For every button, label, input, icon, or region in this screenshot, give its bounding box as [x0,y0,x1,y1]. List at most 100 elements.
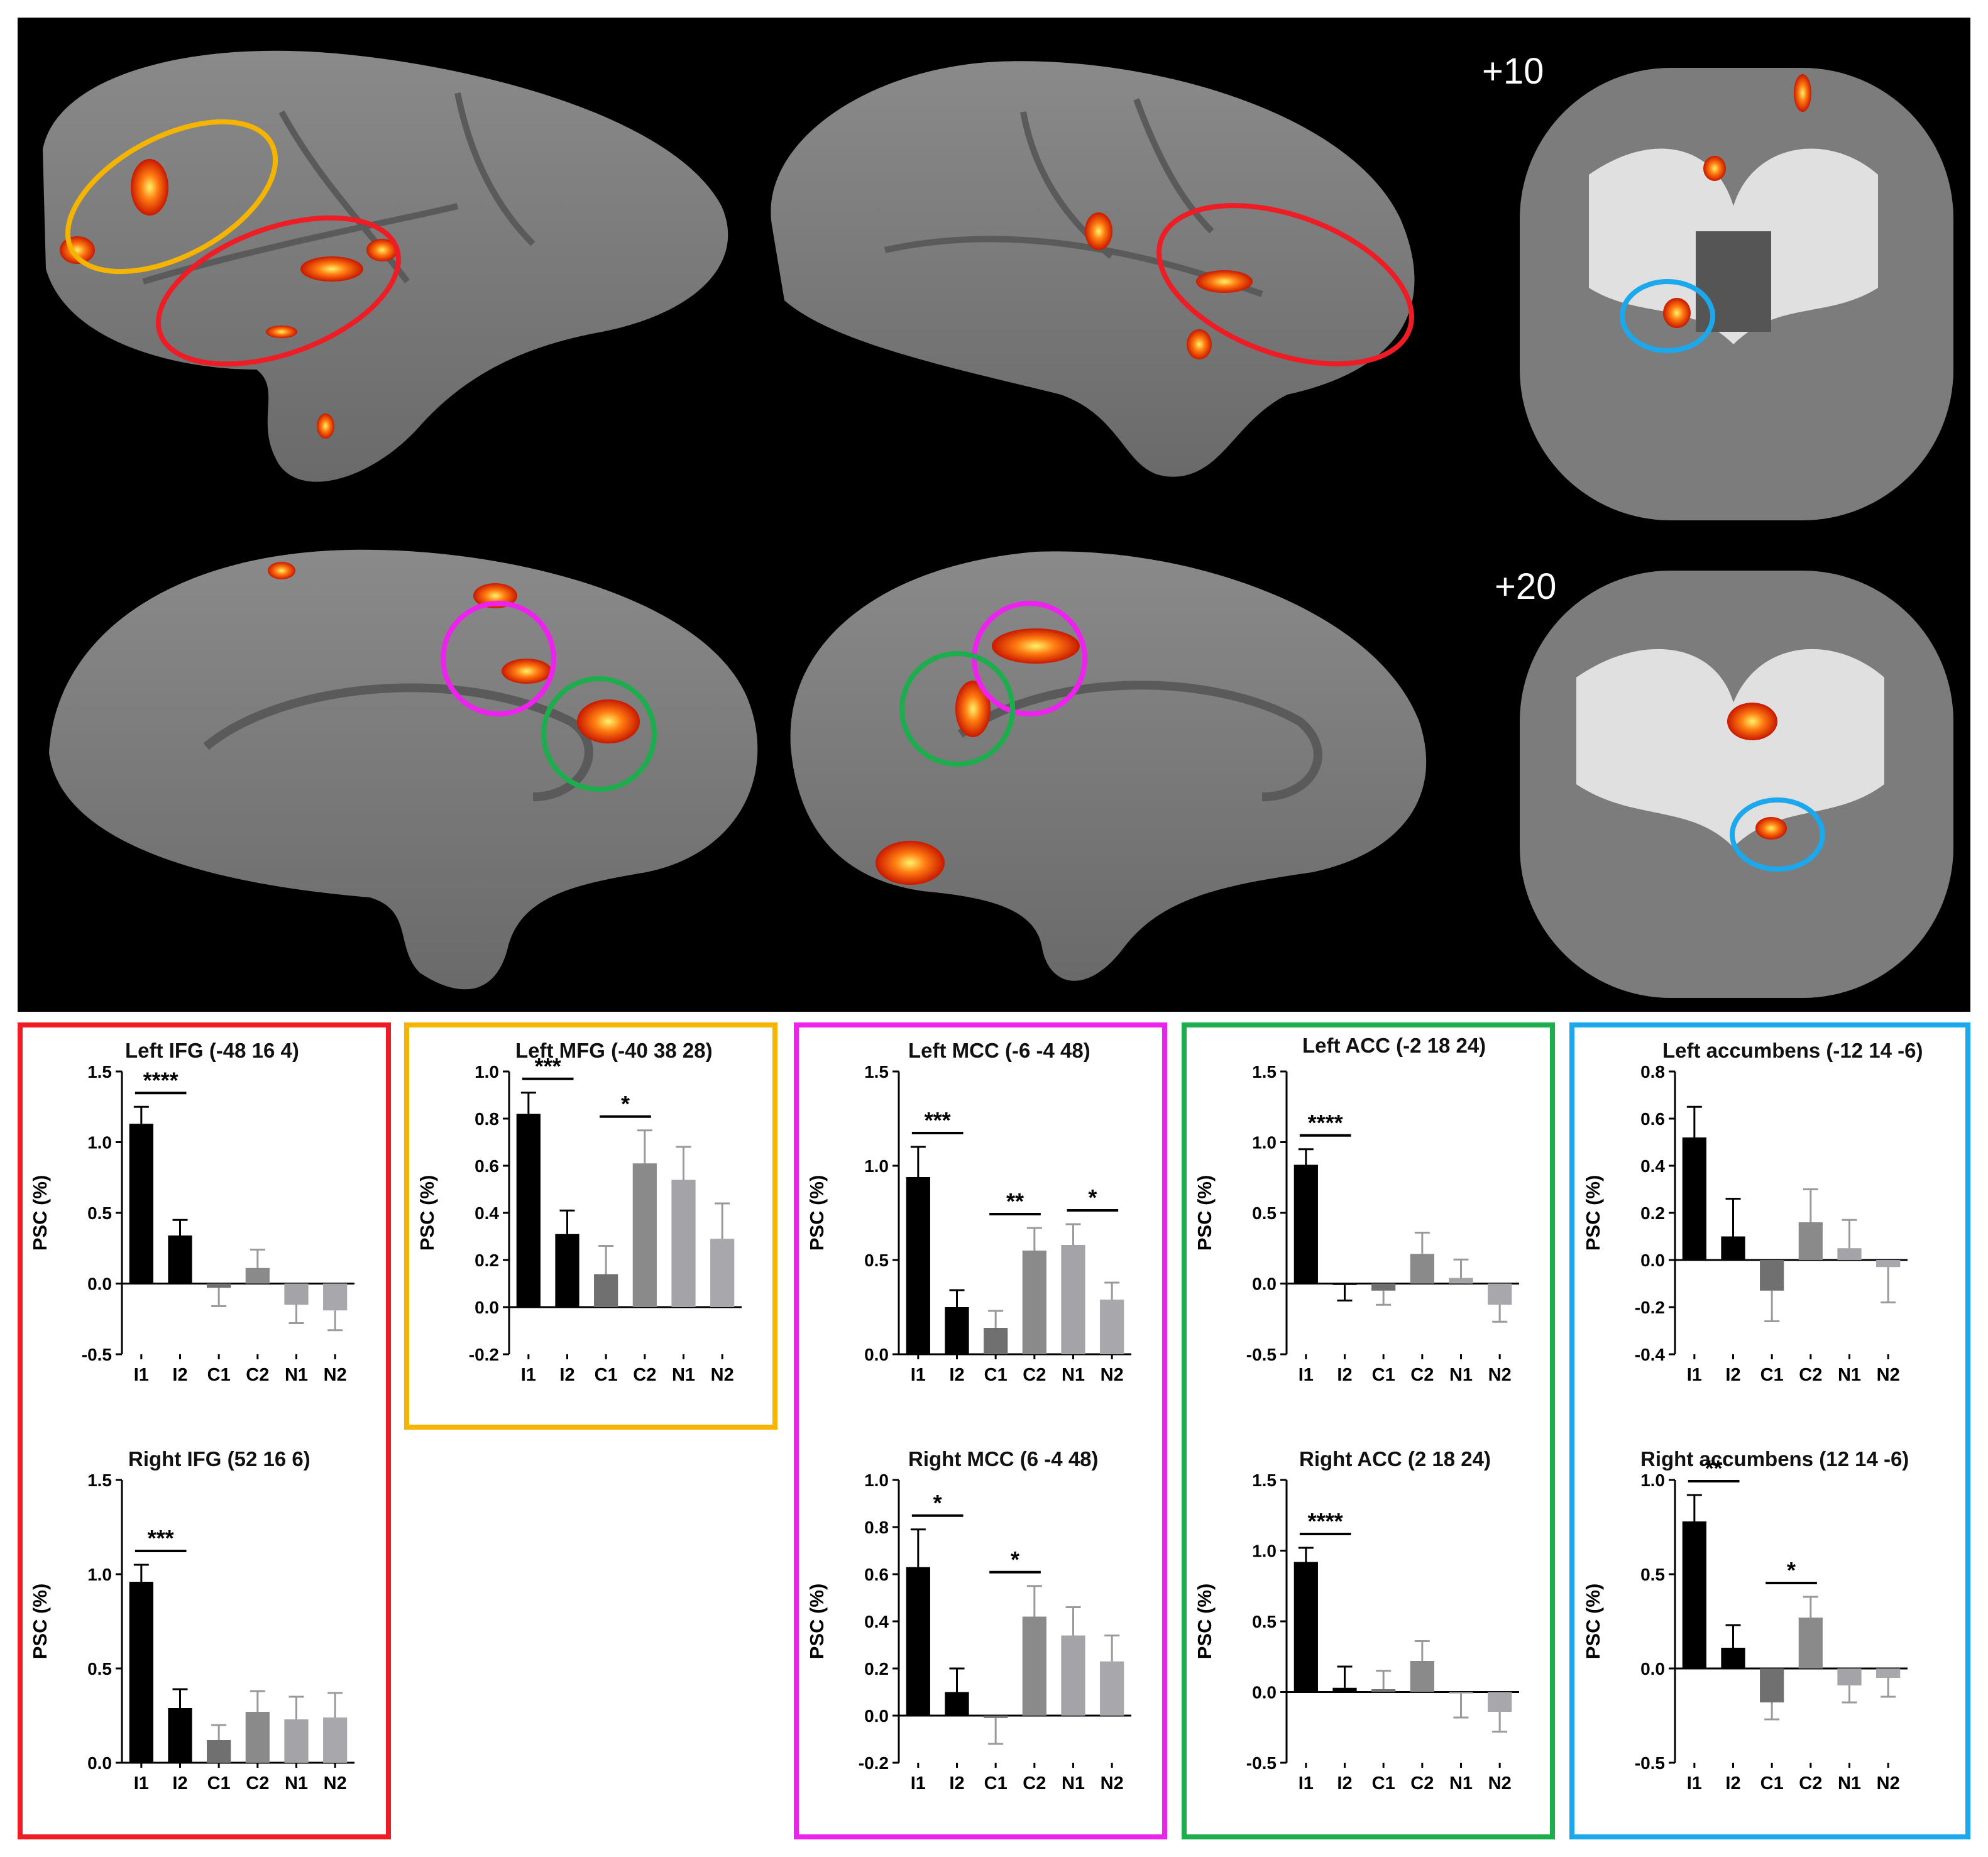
y-tick-label: 0.6 [1640,1109,1665,1129]
y-tick-label: 1.0 [87,1565,112,1584]
significance-label: * [933,1490,942,1516]
significance-label: **** [143,1067,178,1093]
bar-C2 [1798,1618,1823,1668]
significance-label: * [1011,1547,1019,1572]
chart-right-mcc: Right MCC (6 -4 48) PSC (%) -0.2 0.0 0.2 0.4… [805,1442,1156,1794]
significance-label: **** [1308,1110,1343,1136]
significance-label: * [1088,1185,1097,1210]
x-tick-label: C1 [1760,1773,1784,1794]
bar-N1 [1837,1248,1862,1260]
x-tick-label: N1 [1838,1773,1861,1794]
bar-I1 [1293,1562,1318,1692]
significance-label: **** [1308,1508,1343,1534]
chart-title: Left IFG (-48 16 4) [125,1039,299,1062]
x-tick-label: C2 [1023,1773,1046,1794]
bar-I2 [1721,1648,1745,1668]
box-ifg [18,1022,391,1839]
bar-I2 [168,1235,192,1284]
y-tick-label: -0.2 [469,1345,499,1364]
x-tick-label: C2 [1410,1773,1434,1794]
bar-C2 [1410,1254,1434,1284]
y-tick-label: 1.0 [864,1471,889,1490]
y-tick-label: 0.5 [1252,1203,1277,1223]
x-tick-label: N2 [1877,1365,1900,1385]
bar-chart-svg: PSC (%) -0.5 0.0 0.5 1.0 1.5 I1 I2 C1 C2 N1 N2 **** [1194,1471,1519,1794]
x-tick-label: C1 [207,1773,231,1794]
y-tick-label: -0.2 [859,1753,889,1773]
x-tick-label: N1 [1062,1365,1085,1385]
x-tick-label: N2 [1488,1365,1512,1385]
significance-label: * [621,1091,630,1117]
bar-I2 [168,1708,192,1763]
bar-C1 [594,1274,618,1307]
bar-I2 [1332,1283,1357,1285]
x-tick-label: C2 [633,1365,656,1385]
x-tick-label: I2 [1337,1365,1352,1385]
bar-N2 [1488,1692,1512,1712]
bar-I2 [1721,1236,1745,1260]
y-axis-label: PSC (%) [1582,1175,1604,1251]
y-tick-label: 1.0 [87,1133,112,1153]
x-tick-label: I2 [559,1365,574,1385]
y-axis-label: PSC (%) [416,1175,438,1251]
x-tick-label: I1 [1687,1365,1702,1385]
bar-C1 [1371,1689,1396,1692]
y-tick-label: 0.4 [864,1612,889,1631]
x-tick-label: N1 [1449,1365,1473,1385]
x-tick-label: I1 [1299,1773,1314,1794]
chart-left-mfg: Left MFG (-40 38 28) PSC (%) -0.2 0.0 0.2 0.… [415,1034,767,1386]
y-tick-label: -0.5 [1635,1753,1665,1773]
chart-left-acc: Left ACC (-2 18 24) PSC (%) -0.5 0.0 0.5 1.0… [1192,1034,1544,1386]
y-tick-label: 0.8 [475,1109,499,1129]
y-tick-label: 0.5 [864,1251,889,1270]
x-tick-label: I1 [1687,1773,1702,1794]
x-tick-label: N2 [324,1773,347,1794]
y-tick-label: 0.0 [87,1274,112,1294]
x-tick-label: C1 [1760,1365,1784,1385]
bar-chart-svg: PSC (%) -0.2 0.0 0.2 0.4 0.6 0.8 1.0 I1 I2 C1 C2 N1 N… [806,1471,1131,1794]
y-tick-label: 1.5 [87,1062,112,1082]
left-medial-hemisphere [49,549,758,990]
bar-C2 [1022,1251,1046,1354]
bar-N2 [710,1239,735,1307]
bar-N1 [284,1283,309,1305]
y-tick-label: 0.0 [1252,1683,1277,1702]
bar-C1 [1760,1260,1784,1291]
y-tick-label: 0.5 [87,1203,112,1223]
bar-chart-svg: PSC (%) 0.0 0.5 1.0 1.5 I1 I2 C1 C2 N1 N2 *** [29,1471,354,1794]
bar-N1 [1061,1635,1085,1716]
y-axis-label: PSC (%) [1194,1584,1216,1660]
x-tick-label: I2 [949,1773,964,1794]
chart-title: Left MCC (-6 -4 48) [908,1039,1090,1062]
chart-right-accumbens: Right accumbens (12 14 -6) PSC (%) -0.5 0.… [1581,1442,1958,1794]
bar-I1 [1682,1137,1706,1260]
roi-outlines [65,119,1825,872]
significance-label: *** [535,1053,561,1079]
box-mfg [404,1022,777,1430]
bar-I1 [516,1114,541,1307]
y-tick-label: 0.5 [87,1659,112,1679]
y-axis-label: PSC (%) [1582,1584,1604,1660]
chart-left-mcc: Left MCC (-6 -4 48) PSC (%) 0.0 0.5 1.0 1.5 I… [805,1034,1156,1386]
bar-C2 [245,1712,270,1763]
x-tick-label: I1 [521,1365,536,1385]
x-tick-label: C1 [1372,1365,1395,1385]
chart-right-acc: Right ACC (2 18 24) PSC (%) -0.5 0.0 0.5 1.0… [1192,1442,1544,1794]
bar-I1 [906,1567,930,1716]
y-tick-label: 0.5 [1252,1612,1277,1631]
x-tick-label: C1 [595,1365,618,1385]
y-tick-label: -0.4 [1635,1345,1666,1364]
right-lateral-hemisphere [771,61,1415,477]
y-tick-label: 0.0 [1640,1659,1665,1679]
bar-chart-svg: PSC (%)-0.50.00.51.0I1 I2 C1 C2 N1 N2*** [1582,1455,1908,1794]
bar-N2 [323,1717,348,1763]
y-tick-label: 0.0 [1640,1251,1665,1270]
chart-left-ifg: Left IFG (-48 16 4) PSC (%) -0.5 0.0 0.5 1.0… [28,1034,380,1386]
bar-I1 [129,1582,153,1763]
y-tick-label: 0.5 [1640,1565,1665,1584]
bar-C2 [632,1163,657,1307]
bar-N2 [1100,1661,1124,1716]
y-tick-label: 0.0 [87,1753,112,1773]
bar-C1 [984,1328,1008,1354]
x-tick-label: C1 [984,1365,1008,1385]
